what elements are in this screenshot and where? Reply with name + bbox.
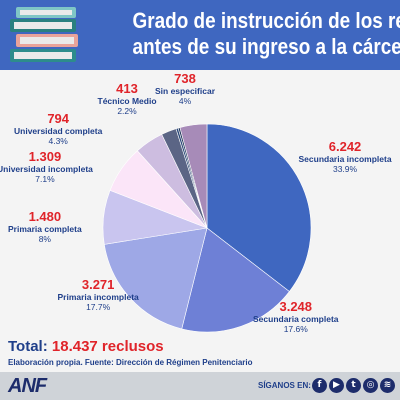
label-category-2: Primaria incompleta — [57, 292, 139, 302]
slice-1 — [181, 227, 290, 333]
youtube-icon[interactable]: ▶ — [329, 378, 344, 393]
label-category-5: Universidad completa — [14, 126, 103, 136]
label-category-6: Técnico Medio — [97, 96, 157, 106]
title-line-1: Grado de instrucción de los reclusos — [132, 8, 400, 33]
label-category-3: Primaria completa — [8, 224, 82, 234]
anf-logo: ANF — [8, 375, 47, 397]
header-banner: Grado de instrucción de los reclusos ant… — [0, 0, 400, 70]
label-value-3: 1.480 — [28, 209, 62, 224]
label-percent-0: 33.9% — [332, 164, 358, 174]
twitter-icon[interactable]: t — [346, 378, 361, 393]
slice-7 — [179, 123, 208, 229]
label-value-5: 794 — [47, 111, 70, 126]
page-title: Grado de instrucción de los reclusos ant… — [132, 8, 400, 60]
label-percent-3: 8% — [38, 234, 51, 244]
label-category-7: Sin especificar — [155, 86, 216, 96]
books-icon — [10, 7, 78, 62]
label-value-0: 6.242 — [328, 139, 362, 154]
label-6: 413 Técnico Medio 2.2% — [97, 81, 157, 117]
label-percent-7: 4% — [178, 96, 192, 106]
total-label: Total: — [8, 338, 48, 355]
label-percent-2: 17.7% — [86, 302, 111, 312]
label-3: 1.480 Primaria completa 8% — [8, 209, 82, 245]
label-category-4: Universidad incompleta — [0, 164, 93, 174]
spotify-icon[interactable]: ≋ — [380, 378, 395, 393]
footer-bar: ANF SÍGANOS EN: f ▶ t ◎ ≋ — [0, 372, 400, 400]
label-value-6: 413 — [116, 81, 138, 96]
total-line: Total: 18.437 reclusos — [8, 338, 164, 355]
label-percent-1: 17.6% — [283, 324, 308, 334]
total-value: 18.437 reclusos — [51, 338, 164, 355]
slice-2 — [103, 227, 208, 330]
label-value-4: 1.309 — [28, 149, 62, 164]
label-category-1: Secundaria completa — [253, 314, 339, 324]
label-category-0: Secundaria incompleta — [298, 154, 392, 164]
label-0: 6.242 Secundaria incompleta 33.9% — [298, 139, 392, 175]
facebook-icon[interactable]: f — [312, 378, 327, 393]
label-value-1: 3.248 — [279, 299, 313, 314]
source-note: Elaboración propia. Fuente: Dirección de… — [8, 358, 253, 367]
label-1: 3.248 Secundaria completa 17.6% — [253, 299, 339, 335]
title-line-2: antes de su ingreso a la cárcel — [132, 34, 400, 59]
label-percent-4: 7.1% — [35, 174, 55, 184]
label-2: 3.271 Primaria incompleta 17.7% — [57, 277, 139, 313]
label-percent-6: 2.2% — [117, 106, 137, 116]
label-7: 738 Sin especificar 4% — [155, 71, 216, 107]
label-value-2: 3.271 — [81, 277, 115, 292]
label-4: 1.309 Universidad incompleta 7.1% — [0, 149, 93, 185]
follow-label: SÍGANOS EN: — [258, 381, 311, 390]
label-5: 794 Universidad completa 4.3% — [14, 111, 103, 147]
label-value-7: 738 — [174, 71, 196, 86]
instagram-icon[interactable]: ◎ — [363, 378, 378, 393]
slice-0 — [206, 123, 312, 292]
label-percent-5: 4.3% — [48, 136, 68, 146]
